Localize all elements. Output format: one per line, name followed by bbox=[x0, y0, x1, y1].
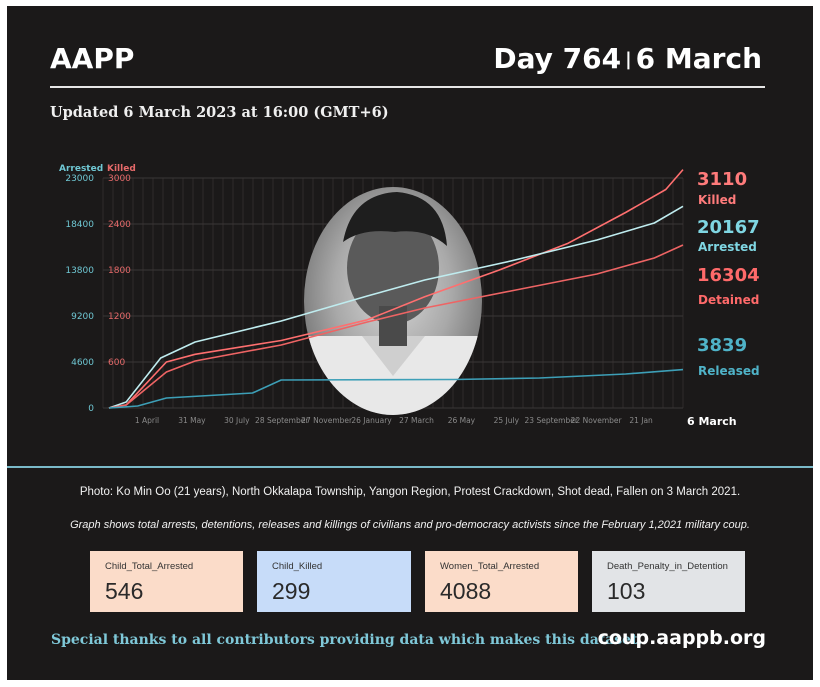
x-tick-label: 26 January bbox=[351, 416, 392, 425]
series-end-value: 16304 bbox=[697, 265, 760, 286]
stat-label: Child_Killed bbox=[272, 561, 323, 572]
x-tick-label: 30 July bbox=[224, 416, 250, 425]
right-tick-label: 3000 bbox=[108, 174, 131, 184]
title-separator: | bbox=[625, 49, 632, 70]
stat-card-death-penalty: Death_Penalty_in_Detention 103 bbox=[592, 551, 745, 612]
series-end-name: Released bbox=[698, 364, 760, 378]
chart-axes: 0 4600 9200 13800 18400 23000 600 1200 1800 2400 3… bbox=[65, 174, 653, 425]
x-tick-label: 25 July bbox=[494, 416, 520, 425]
series-line-arrested bbox=[108, 205, 684, 409]
right-tick-label: 600 bbox=[108, 358, 125, 368]
x-tick-label: 27 November bbox=[301, 416, 353, 425]
end-date-label: 6 March bbox=[687, 415, 737, 428]
infographic-panel: AAPP Day 764 | 6 March Updated 6 March 202… bbox=[7, 6, 813, 680]
graph-caption: Graph shows total arrests, detentions, r… bbox=[70, 519, 750, 531]
x-tick-label: 1 April bbox=[135, 416, 159, 425]
stat-label: Death_Penalty_in_Detention bbox=[607, 561, 728, 572]
stat-value: 103 bbox=[607, 578, 646, 604]
section-divider bbox=[7, 466, 813, 468]
left-tick-label: 4600 bbox=[71, 358, 94, 368]
thanks-note: Special thanks to all contributors provi… bbox=[51, 632, 643, 648]
x-tick-label: 28 September bbox=[255, 416, 309, 425]
day-label: Day 764 bbox=[493, 42, 622, 75]
line-chart: 0 4600 9200 13800 18400 23000 600 1200 1800 2400 3… bbox=[59, 164, 760, 428]
stat-value: 299 bbox=[272, 578, 311, 604]
x-tick-label: 26 May bbox=[448, 416, 476, 425]
stat-value: 4088 bbox=[440, 578, 492, 604]
x-tick-label: 31 May bbox=[178, 416, 206, 425]
site-url: coup.aappb.org bbox=[597, 627, 766, 649]
x-tick-label: 22 November bbox=[571, 416, 623, 425]
series-end-name: Detained bbox=[698, 293, 759, 307]
header-divider bbox=[50, 86, 765, 88]
day-date-title: Day 764 | 6 March bbox=[493, 42, 762, 75]
left-tick-label: 9200 bbox=[71, 312, 94, 322]
chart-series bbox=[108, 169, 684, 409]
updated-timestamp: Updated 6 March 2023 at 16:00 (GMT+6) bbox=[50, 104, 389, 121]
left-tick-label: 13800 bbox=[65, 266, 94, 276]
series-end-name: Killed bbox=[698, 193, 736, 207]
x-tick-label: 27 March bbox=[399, 416, 434, 425]
photo-caption: Photo: Ko Min Oo (21 years), North Okkal… bbox=[79, 486, 741, 498]
left-tick-label: 18400 bbox=[65, 220, 94, 230]
left-axis-title: Arrested bbox=[59, 164, 103, 174]
left-tick-label: 0 bbox=[88, 404, 94, 414]
stat-card-child-arrested: Child_Total_Arrested 546 bbox=[90, 551, 243, 612]
portrait-photo bbox=[304, 187, 482, 415]
brand-title: AAPP bbox=[50, 42, 135, 75]
series-end-value: 20167 bbox=[697, 217, 760, 238]
series-end-value: 3110 bbox=[697, 169, 747, 190]
stat-card-women-arrested: Women_Total_Arrested 4088 bbox=[425, 551, 578, 612]
right-tick-label: 1200 bbox=[108, 312, 131, 322]
series-line-detained bbox=[108, 244, 684, 409]
stat-value: 546 bbox=[105, 578, 144, 604]
series-end-labels: 3110 Killed 20167 Arrested 16304 Detained 3839… bbox=[697, 169, 760, 378]
stat-label: Child_Total_Arrested bbox=[105, 561, 194, 572]
right-axis-title: Killed bbox=[107, 164, 136, 174]
series-end-name: Arrested bbox=[698, 240, 757, 254]
date-label: 6 March bbox=[635, 42, 762, 75]
x-tick-label: 21 Jan bbox=[629, 416, 653, 425]
series-line-released bbox=[108, 368, 684, 409]
right-tick-label: 2400 bbox=[108, 220, 131, 230]
stat-card-child-killed: Child_Killed 299 bbox=[257, 551, 411, 612]
stat-label: Women_Total_Arrested bbox=[440, 561, 540, 572]
right-tick-label: 1800 bbox=[108, 266, 131, 276]
series-line-killed bbox=[108, 169, 684, 409]
series-end-value: 3839 bbox=[697, 335, 747, 356]
x-tick-label: 23 September bbox=[525, 416, 579, 425]
left-tick-label: 23000 bbox=[65, 174, 94, 184]
